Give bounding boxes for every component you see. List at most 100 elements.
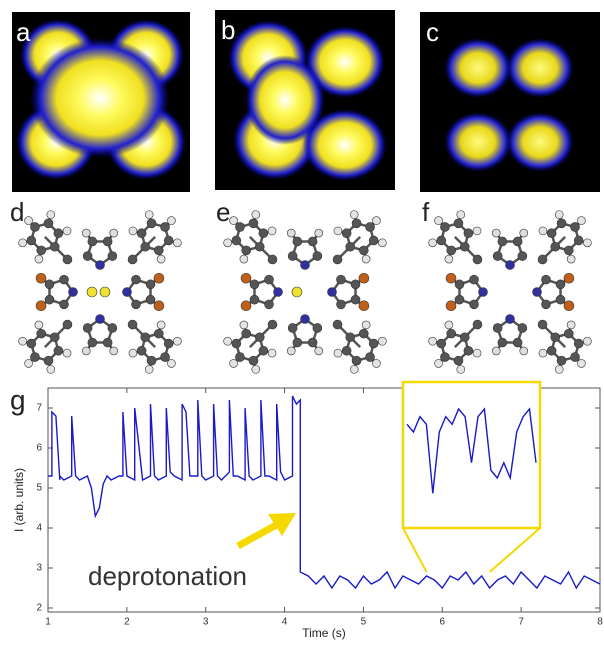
atom (378, 337, 386, 345)
atom (110, 347, 118, 355)
atom (538, 320, 547, 329)
panel-label: b (221, 15, 235, 45)
atom (464, 229, 473, 238)
atom (583, 337, 591, 345)
y-tick-label: 4 (36, 523, 42, 534)
atom (457, 365, 465, 373)
atom (333, 255, 342, 264)
atom (359, 329, 368, 338)
atom (492, 347, 500, 355)
atom (571, 353, 580, 362)
atom (63, 255, 72, 264)
atom (232, 236, 241, 245)
atom (473, 349, 481, 357)
atom (564, 273, 574, 283)
atom (36, 301, 46, 311)
atom (141, 242, 150, 251)
atom (288, 252, 297, 261)
atom (551, 242, 560, 251)
figure: a b c d e f g 23456712345678Time (s)I (a… (0, 0, 604, 646)
atom (287, 229, 295, 237)
atom (372, 217, 380, 225)
atom (567, 321, 575, 329)
atom (464, 346, 473, 355)
x-axis-label: Time (s) (302, 626, 346, 640)
atom (37, 246, 46, 255)
atom (240, 255, 248, 263)
atom (164, 236, 173, 245)
atom (249, 219, 258, 228)
atom (131, 300, 140, 309)
atom (154, 246, 163, 255)
atom (250, 295, 259, 304)
atom (372, 359, 380, 367)
atom (146, 295, 155, 304)
atom (252, 365, 260, 373)
atom (103, 338, 112, 347)
atom (362, 321, 370, 329)
atom (27, 339, 36, 348)
atom (288, 323, 297, 332)
panel-label: g (10, 384, 26, 415)
atom (493, 323, 502, 332)
atom (37, 329, 46, 338)
atom (44, 356, 53, 365)
atom (47, 365, 55, 373)
atom (351, 280, 360, 289)
atom (498, 237, 507, 246)
atom (230, 217, 238, 225)
atom (470, 275, 479, 284)
atom (301, 261, 310, 270)
atom (369, 339, 378, 348)
inset-frame (403, 382, 540, 528)
atom (564, 246, 573, 255)
atom (27, 236, 36, 245)
atom (342, 229, 351, 238)
zoom-line (403, 528, 427, 572)
atom (541, 275, 550, 284)
atom (574, 339, 583, 348)
atom (100, 287, 110, 297)
atom (446, 301, 456, 311)
atom (25, 359, 33, 367)
atom (255, 242, 264, 251)
atom (30, 222, 39, 231)
atom (167, 359, 175, 367)
atom (429, 337, 437, 345)
atom (555, 365, 563, 373)
atom (274, 288, 283, 297)
y-tick-label: 7 (36, 403, 42, 414)
atom (161, 222, 170, 231)
atom (293, 338, 302, 347)
atom (539, 227, 547, 235)
atom (460, 333, 469, 342)
atom (541, 300, 550, 309)
atom (333, 320, 342, 329)
atom (250, 280, 259, 289)
atom (293, 237, 302, 246)
atom (50, 333, 59, 342)
atom (235, 222, 244, 231)
atom (359, 246, 368, 255)
atom (145, 365, 153, 373)
molecule (19, 211, 182, 374)
atom (473, 320, 482, 329)
atom (268, 349, 276, 357)
atom (240, 321, 248, 329)
atom (440, 353, 449, 362)
atom (313, 252, 322, 261)
atom (315, 347, 323, 355)
atom (268, 255, 277, 264)
atom (292, 287, 302, 297)
atom (533, 288, 542, 297)
atom (350, 211, 358, 219)
atom (564, 329, 573, 338)
atom (551, 333, 560, 342)
atom (19, 337, 27, 345)
atom (556, 280, 565, 289)
atom (36, 273, 46, 283)
atom (557, 219, 566, 228)
x-tick-label: 3 (203, 617, 209, 628)
atom (265, 275, 274, 284)
atom (83, 323, 92, 332)
